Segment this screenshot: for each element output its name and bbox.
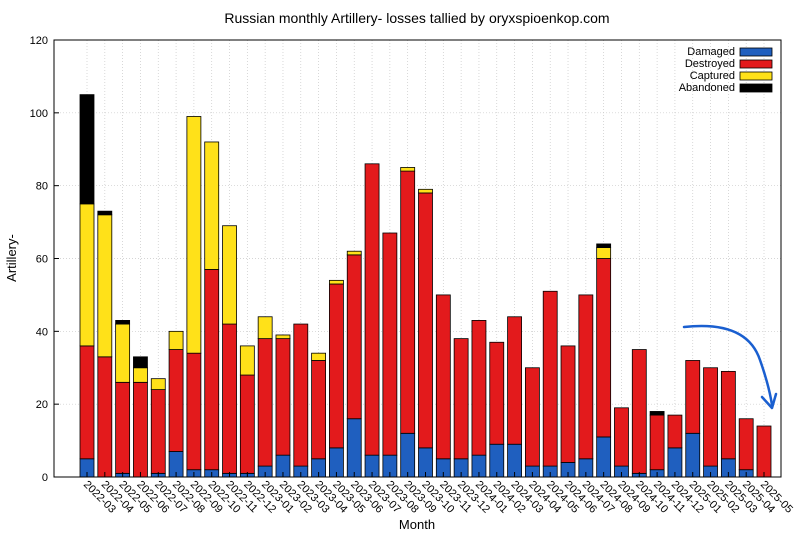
- bar-segment-captured: [222, 225, 237, 325]
- bar-segment-captured: [79, 203, 95, 347]
- bar-segment-captured: [115, 323, 131, 383]
- bars: [79, 94, 772, 478]
- bar-segment-damaged: [346, 418, 362, 478]
- y-tick-label: 80: [36, 181, 48, 193]
- bar-segment-destroyed: [720, 370, 736, 460]
- bar-segment-damaged: [685, 432, 701, 478]
- bar-segment-destroyed: [311, 360, 327, 460]
- arrow-head: [760, 392, 778, 410]
- bar-segment-destroyed: [186, 352, 202, 471]
- bar-segment-destroyed: [756, 425, 772, 478]
- bar-segment-captured: [133, 367, 148, 383]
- x-axis-title: Month: [399, 517, 435, 532]
- bar-segment-destroyed: [133, 381, 148, 478]
- bar-segment-abandoned: [97, 210, 113, 216]
- bar-segment-captured: [418, 188, 433, 194]
- plot-frame: [53, 39, 782, 478]
- legend-swatch: [739, 59, 773, 69]
- bar-segment-destroyed: [329, 283, 344, 449]
- bar-segment-captured: [150, 378, 166, 390]
- bar-segment-destroyed: [685, 360, 701, 434]
- bar-segment-damaged: [596, 436, 612, 478]
- legend-label: Damaged: [687, 46, 735, 58]
- bar-segment-destroyed: [400, 170, 416, 434]
- annotation-arrow: [682, 324, 778, 410]
- y-tick-label: 20: [36, 399, 48, 411]
- bar-segment-destroyed: [560, 345, 576, 463]
- y-tick-label: 60: [36, 254, 48, 266]
- bar-segment-captured: [275, 334, 291, 340]
- bar-segment-captured: [204, 141, 220, 270]
- bar-segment-destroyed: [239, 374, 255, 474]
- bar-segment-destroyed: [382, 232, 398, 456]
- bar-segment-destroyed: [631, 349, 647, 474]
- bar-segment-destroyed: [596, 258, 612, 438]
- bar-segment-destroyed: [738, 418, 754, 471]
- bar-segment-destroyed: [275, 338, 291, 456]
- bar-segment-abandoned: [133, 356, 148, 369]
- bar-segment-destroyed: [222, 323, 237, 474]
- legend-swatch: [739, 71, 773, 81]
- legend-label: Destroyed: [685, 58, 735, 70]
- bar-segment-destroyed: [507, 316, 522, 445]
- bar-segment-destroyed: [649, 414, 665, 471]
- bar-segment-destroyed: [418, 192, 433, 449]
- y-tick-label: 0: [42, 472, 48, 484]
- bar-segment-destroyed: [168, 349, 184, 452]
- bar-segment-destroyed: [703, 367, 718, 467]
- legend-label: Abandoned: [679, 82, 735, 94]
- bar-segment-abandoned: [596, 243, 612, 248]
- bar-segment-destroyed: [257, 338, 273, 467]
- bar-segment-captured: [329, 279, 344, 285]
- bar-segment-captured: [311, 352, 327, 361]
- bar-segment-destroyed: [578, 294, 594, 460]
- grid: [54, 40, 781, 477]
- bar-segment-abandoned: [115, 320, 131, 325]
- bar-segment-destroyed: [524, 367, 540, 467]
- bar-segment-destroyed: [435, 294, 451, 460]
- bar-segment-abandoned: [79, 94, 95, 205]
- bar-segment-destroyed: [204, 269, 220, 471]
- bar-segment-destroyed: [542, 290, 558, 467]
- bar-segment-destroyed: [115, 381, 131, 474]
- y-tick-label: 40: [36, 326, 48, 338]
- bar-segment-destroyed: [364, 163, 380, 456]
- bar-segment-destroyed: [79, 345, 95, 460]
- bar-segment-captured: [239, 345, 255, 376]
- bar-segment-destroyed: [489, 341, 505, 445]
- legend-label: Captured: [690, 70, 735, 82]
- bar-segment-destroyed: [614, 407, 629, 467]
- bar-segment-destroyed: [97, 356, 113, 478]
- bar-segment-captured: [257, 316, 273, 340]
- legend-swatch: [739, 47, 773, 57]
- bar-segment-destroyed: [346, 254, 362, 420]
- y-tick-label: 100: [30, 108, 48, 120]
- bar-segment-captured: [346, 250, 362, 256]
- bar-segment-destroyed: [150, 389, 166, 474]
- bar-segment-captured: [97, 214, 113, 358]
- bar-segment-abandoned: [649, 411, 665, 416]
- bar-segment-captured: [400, 167, 416, 172]
- bar-segment-destroyed: [471, 320, 487, 456]
- bar-segment-captured: [186, 116, 202, 354]
- arrow-curve: [682, 324, 774, 407]
- legend-swatch: [739, 83, 773, 93]
- chart-title: Russian monthly Artillery- losses tallie…: [224, 10, 609, 26]
- bar-segment-destroyed: [453, 338, 469, 460]
- y-axis-title: Artillery-: [4, 234, 19, 282]
- bar-segment-captured: [596, 247, 612, 259]
- bar-segment-captured: [168, 330, 184, 350]
- bar-segment-damaged: [400, 432, 416, 478]
- bar-segment-destroyed: [293, 323, 309, 467]
- y-tick-label: 120: [30, 35, 48, 47]
- bar-segment-destroyed: [667, 414, 683, 449]
